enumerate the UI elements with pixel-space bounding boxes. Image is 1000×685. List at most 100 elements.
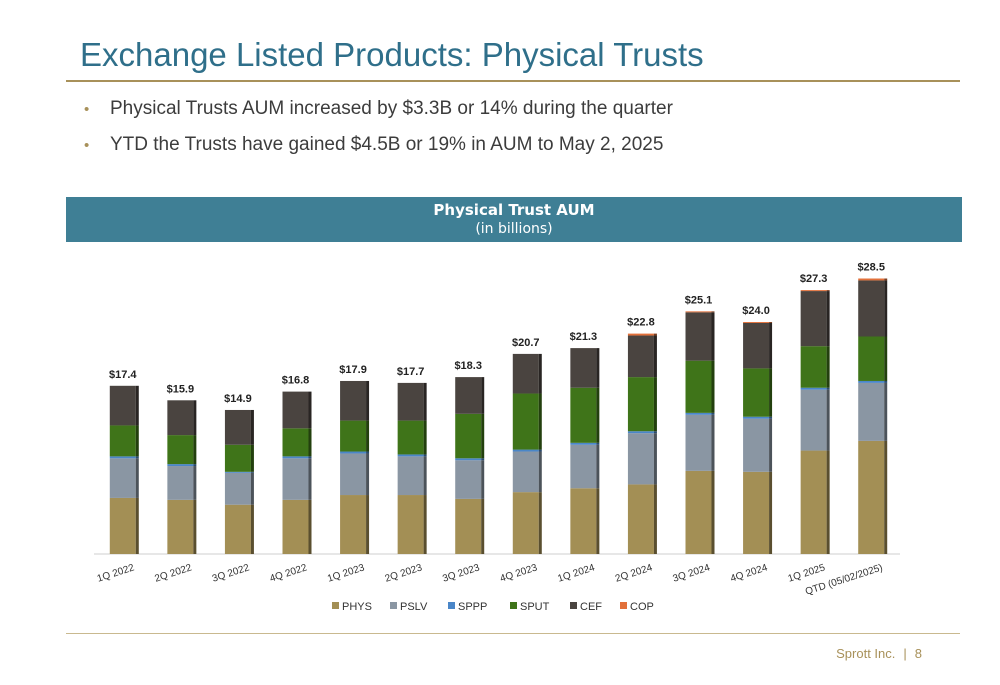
bar-segment-side-pslv bbox=[250, 472, 254, 505]
bar-segment-side-pslv bbox=[193, 466, 197, 500]
total-label: $18.3 bbox=[454, 360, 482, 372]
total-label: $21.3 bbox=[570, 331, 598, 343]
bar-segment-cef bbox=[627, 335, 654, 378]
bar-segment-sput bbox=[743, 368, 770, 417]
bar-segment-side-cef bbox=[596, 348, 600, 388]
bar-segment-cop bbox=[743, 322, 770, 323]
legend-swatch-cef bbox=[570, 602, 577, 609]
bar-segment-side-phys bbox=[135, 497, 139, 554]
bar-segment-sput bbox=[224, 444, 251, 472]
bar-segment-phys bbox=[224, 504, 251, 554]
bar-segment-sppp bbox=[455, 458, 482, 461]
bar-segment-side-cef bbox=[193, 400, 197, 436]
bar-segment-sput bbox=[397, 420, 424, 455]
x-tick-label: 1Q 2023 bbox=[326, 562, 366, 584]
bar-segment-pslv bbox=[627, 433, 654, 485]
bar-segment-side-phys bbox=[711, 470, 715, 554]
bar-segment-phys bbox=[167, 499, 194, 554]
x-tick-label: 4Q 2022 bbox=[269, 562, 309, 584]
bar-segment-phys bbox=[858, 440, 885, 554]
bar-segment-pslv bbox=[570, 444, 597, 489]
bar-segment-pslv bbox=[743, 418, 770, 472]
bar-segment-side-phys bbox=[423, 495, 427, 554]
bar-segment-phys bbox=[685, 470, 712, 554]
bar-segment-phys bbox=[282, 499, 309, 554]
bar-segment-side-sput bbox=[769, 368, 773, 417]
bar-segment-sput bbox=[627, 377, 654, 432]
bar-segment-sppp bbox=[397, 454, 424, 457]
bar-segment-side-pslv bbox=[366, 453, 370, 496]
bar-segment-sppp bbox=[340, 451, 367, 454]
x-tick-label: 1Q 2024 bbox=[556, 562, 596, 584]
bar-segment-side-sput bbox=[596, 387, 600, 443]
bar-segment-side-cop bbox=[769, 322, 773, 323]
bar-segment-cef bbox=[167, 400, 194, 436]
bar-segment-side-sput bbox=[250, 444, 254, 472]
bar-segment-sput bbox=[109, 425, 136, 457]
bar-segment-side-cef bbox=[826, 291, 830, 347]
bar-segment-side-phys bbox=[769, 471, 773, 554]
bar-segment-pslv bbox=[685, 414, 712, 471]
bar-segment-pslv bbox=[455, 460, 482, 499]
x-tick-label: 2Q 2024 bbox=[614, 562, 654, 584]
bar-segment-phys bbox=[109, 497, 136, 554]
bar-segment-cef bbox=[397, 382, 424, 421]
bullet-list: • Physical Trusts AUM increased by $3.3B … bbox=[84, 95, 673, 167]
bar-segment-side-sput bbox=[481, 413, 485, 459]
bar-segment-side-sppp bbox=[308, 456, 312, 459]
bar-segment-side-pslv bbox=[423, 456, 427, 496]
bar-segment-sppp bbox=[627, 431, 654, 434]
bar-segment-side-pslv bbox=[308, 458, 312, 500]
bar-segment-sppp bbox=[858, 380, 885, 383]
bar-segment-cef bbox=[858, 280, 885, 337]
bar-segment-sput bbox=[685, 360, 712, 413]
bullet-text: YTD the Trusts have gained $4.5B or 19% … bbox=[110, 134, 664, 155]
footer-company: Sprott Inc. bbox=[836, 646, 896, 661]
bar-segment-side-cef bbox=[769, 322, 773, 369]
legend-label-phys: PHYS bbox=[342, 601, 372, 613]
bar-segment-side-pslv bbox=[538, 451, 542, 493]
bar-segment-side-cef bbox=[481, 377, 485, 414]
bar-segment-sput bbox=[282, 428, 309, 457]
bar-segment-sput bbox=[455, 413, 482, 459]
bar-segment-side-sppp bbox=[366, 451, 370, 454]
bar-segment-cop bbox=[858, 278, 885, 281]
x-tick-label: 3Q 2024 bbox=[672, 562, 712, 584]
bar-segment-sppp bbox=[167, 464, 194, 467]
bar-segment-sppp bbox=[800, 387, 827, 390]
total-label: $14.9 bbox=[224, 393, 252, 405]
bar-segment-pslv bbox=[109, 458, 136, 498]
bar-segment-phys bbox=[340, 495, 367, 554]
legend-swatch-sppp bbox=[448, 602, 455, 609]
total-label: $15.9 bbox=[167, 383, 195, 395]
bar-segment-pslv bbox=[858, 382, 885, 441]
bar-segment-cef bbox=[340, 380, 367, 421]
legend-label-cop: COP bbox=[630, 601, 654, 613]
bar-segment-sput bbox=[800, 346, 827, 388]
bar-segment-side-sput bbox=[826, 346, 830, 388]
bar-segment-side-phys bbox=[653, 484, 657, 554]
bar-segment-phys bbox=[512, 492, 539, 554]
bar-segment-sput bbox=[858, 336, 885, 381]
footer: Sprott Inc. | 8 bbox=[836, 646, 922, 661]
x-tick-label: 2Q 2023 bbox=[384, 562, 424, 584]
bar-segment-side-sppp bbox=[193, 464, 197, 467]
total-label: $17.9 bbox=[339, 364, 367, 376]
bar-segment-side-sppp bbox=[135, 456, 139, 459]
page-number: 8 bbox=[914, 646, 922, 661]
bar-segment-side-cop bbox=[711, 311, 715, 313]
bar-segment-side-cef bbox=[538, 353, 542, 394]
bar-segment-sppp bbox=[109, 456, 136, 459]
bar-segment-cef bbox=[224, 409, 251, 445]
legend-label-pslv: PSLV bbox=[400, 601, 428, 613]
bullet-item: • YTD the Trusts have gained $4.5B or 19%… bbox=[84, 131, 673, 167]
bar-segment-side-sppp bbox=[884, 380, 888, 383]
bar-segment-cef bbox=[743, 322, 770, 369]
bar-segment-sppp bbox=[743, 416, 770, 419]
bullet-dot-icon: • bbox=[84, 101, 90, 118]
bar-segment-sput bbox=[167, 435, 194, 465]
bar-segment-side-sppp bbox=[826, 387, 830, 390]
bar-segment-side-sput bbox=[423, 420, 427, 455]
chart-title: Physical Trust AUM bbox=[433, 201, 595, 219]
bar-segment-side-sppp bbox=[250, 471, 254, 473]
